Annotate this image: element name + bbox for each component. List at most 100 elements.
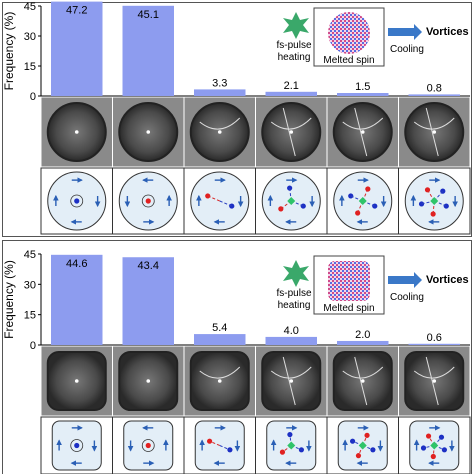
bar-4 — [265, 91, 317, 96]
melted-spin-pattern — [328, 261, 370, 301]
y-tick-label: 45 — [24, 249, 36, 261]
antivortex-core-icon — [430, 197, 439, 205]
panel-top-disk: 0 15 30 45 Frequency (%) 47.2 45.1 3.3 2.1 1.5 0.8… — [2, 1, 472, 237]
core-ring — [70, 194, 84, 208]
domain-wall-line — [282, 356, 296, 406]
bar-value-label: 47.2 — [66, 5, 87, 17]
domain-wall-line — [199, 117, 241, 130]
antivortex-core-icon — [358, 441, 367, 450]
vortex-core-icon — [430, 211, 436, 217]
vortex-core-dot — [289, 130, 294, 134]
bar-value-label: 45.1 — [138, 9, 159, 21]
vortex-core-icon — [74, 198, 80, 204]
y-tick-label: 30 — [24, 31, 36, 43]
domain-wall-line — [354, 107, 368, 157]
bar-6 — [408, 94, 460, 96]
vortex-core-icon — [443, 203, 449, 209]
heating-label: fs-pulse — [276, 40, 311, 51]
antivortex-core-icon — [430, 441, 439, 450]
domain-wall-line — [199, 366, 241, 379]
vortex-core-icon — [287, 185, 293, 191]
bar-4 — [265, 336, 317, 345]
antivortex-core-icon — [287, 197, 296, 205]
vortex-core-icon — [355, 210, 361, 216]
y-tick-label: 15 — [24, 310, 36, 322]
y-tick-label: 30 — [24, 279, 36, 291]
vortex-core-icon — [348, 193, 354, 199]
domain-wall-line — [282, 107, 296, 157]
domain-wall-line — [413, 366, 455, 379]
vortex-core-dot — [217, 379, 222, 383]
vortex-core-dot — [360, 379, 365, 383]
melted-spin-label: Melted spin — [323, 303, 374, 314]
vortex-core-icon — [424, 187, 431, 193]
bar-2 — [122, 257, 174, 345]
bar-value-label: 4.0 — [284, 325, 299, 337]
bar-1 — [51, 1, 103, 97]
melted-spin-label: Melted spin — [323, 55, 374, 66]
domain-wall-dash — [207, 195, 220, 202]
vortex-core-dot — [74, 379, 79, 383]
bar-value-label: 44.6 — [66, 258, 87, 270]
bar-value-label: 0.8 — [427, 82, 442, 94]
y-axis-label: Frequency (%) — [2, 260, 16, 339]
core-ring — [70, 439, 84, 452]
domain-wall-line — [425, 356, 439, 406]
bar-value-label: 0.6 — [427, 332, 442, 344]
vortex-core-icon — [300, 203, 306, 209]
heating-label: heating — [278, 300, 311, 311]
vortex-core-icon — [229, 203, 235, 209]
laser-burst-icon — [283, 12, 309, 39]
antivortex-core-icon — [358, 197, 367, 205]
heating-label: heating — [278, 52, 311, 63]
domain-wall-line — [270, 366, 312, 379]
bar-5 — [337, 93, 389, 96]
vortex-core-dot — [289, 379, 294, 383]
bar-value-label: 2.1 — [284, 80, 299, 92]
vortex-core-dot — [360, 130, 365, 134]
bar-value-label: 2.0 — [355, 329, 370, 341]
microscopy-cell-6 — [398, 96, 471, 168]
bar-value-label: 5.4 — [212, 322, 227, 334]
domain-wall-dash — [209, 440, 220, 446]
domain-wall-line — [354, 356, 368, 406]
domain-wall-dash — [219, 200, 232, 207]
vortex-core-icon — [205, 193, 211, 199]
vortices-label: Vortices — [426, 274, 469, 286]
vortex-core-icon — [418, 201, 425, 207]
bar-value-label: 1.5 — [355, 81, 370, 93]
domain-wall-line — [270, 117, 312, 130]
domain-wall-line — [413, 117, 455, 130]
domain-wall-line — [342, 117, 384, 130]
vortex-core-icon — [74, 442, 80, 449]
bar-5 — [337, 340, 389, 345]
core-ring — [141, 194, 155, 208]
domain-wall-dash — [219, 445, 231, 451]
bar-value-label: 43.4 — [138, 260, 159, 272]
vortex-core-dot — [432, 130, 437, 134]
cooling-label: Cooling — [390, 44, 424, 55]
y-axis-label: Frequency (%) — [2, 12, 16, 91]
vortex-core-icon — [372, 203, 378, 209]
vortex-core-dot — [74, 130, 79, 134]
cooling-label: Cooling — [390, 292, 424, 303]
bar-3 — [194, 334, 246, 345]
panel-bottom-square: 0 15 30 45 Frequency (%) 44.6 43.4 5.4 4.0 2.0 0.6… — [2, 240, 472, 474]
microscopy-cell-6 — [398, 345, 471, 417]
panel-frame — [2, 2, 472, 237]
vortex-core-icon — [145, 442, 151, 449]
bar-2 — [122, 5, 174, 96]
vortices-label: Vortices — [426, 26, 469, 38]
cooling-arrow-icon — [388, 24, 422, 40]
bar-6 — [408, 343, 460, 345]
domain-wall-line — [342, 366, 384, 379]
melted-spin-pattern — [328, 12, 370, 54]
vortex-core-dot — [217, 130, 222, 134]
y-tick-label: 0 — [30, 340, 36, 352]
vortex-core-dot — [432, 379, 437, 383]
vortex-core-dot — [146, 130, 151, 134]
y-tick-label: 45 — [24, 1, 36, 13]
domain-wall-line — [425, 107, 439, 157]
y-tick-label: 15 — [24, 61, 36, 73]
